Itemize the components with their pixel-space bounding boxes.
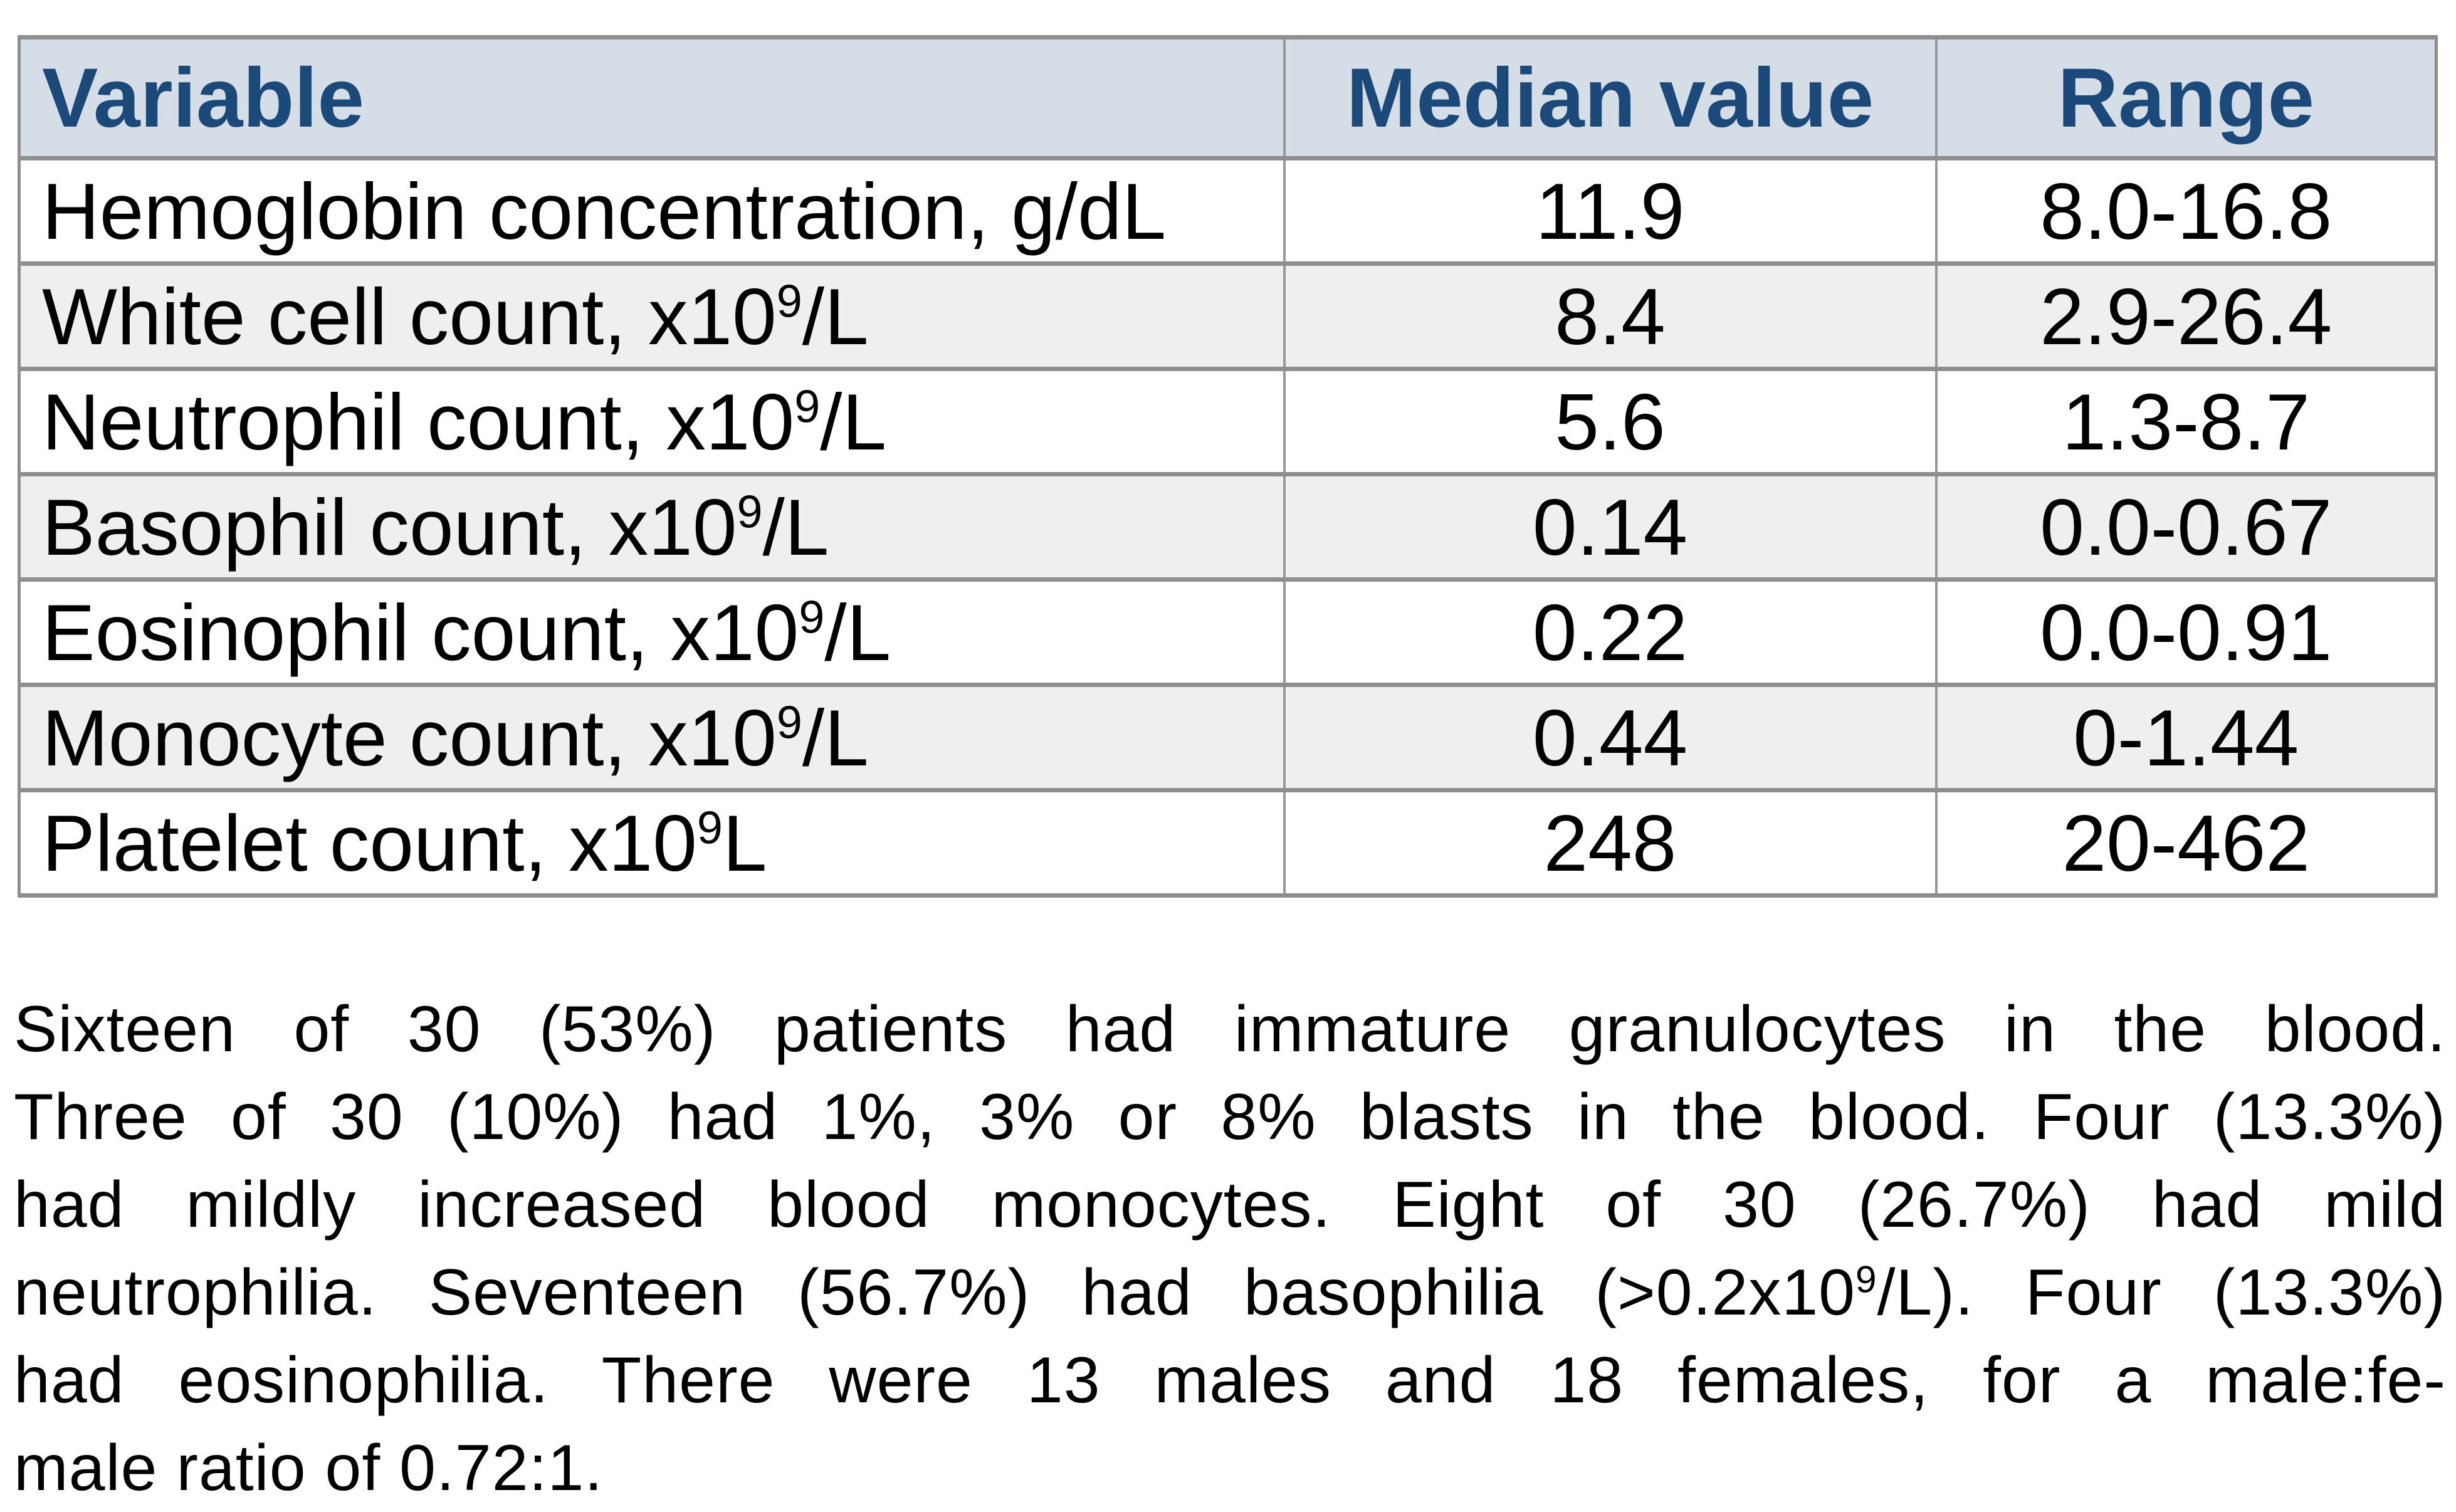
table-header-row: Variable Median value Range [18, 35, 2438, 160]
variable-label-unit: /L [802, 693, 869, 782]
variable-label: Basophil count, x10 [42, 482, 737, 572]
variable-label: Eosinophil count, x10 [42, 587, 799, 677]
paragraph-text: had mildly increased blood monocytes. Ei… [14, 1168, 2446, 1241]
table-row: Neutrophil count, x109/L 5.6 1.3-8.7 [18, 367, 2438, 476]
cell-range: 0-1.44 [1934, 683, 2438, 792]
cell-range: 20-462 [1934, 788, 2438, 898]
paragraph-line: neutrophilia. Seventeen (56.7%) had baso… [14, 1249, 2446, 1336]
superscript-9: 9 [696, 801, 723, 854]
superscript-9: 9 [776, 696, 802, 748]
cell-range: 1.3-8.7 [1934, 367, 2438, 476]
cell-range: 0.0-0.67 [1934, 472, 2438, 582]
table-row: Eosinophil count, x109/L 0.22 0.0-0.91 [18, 577, 2438, 687]
paragraph-text: /L). Four (13.3%) [1877, 1256, 2446, 1329]
cell-median: 0.44 [1283, 683, 1938, 792]
cell-variable: Hemoglobin concentration, g/dL [18, 156, 1286, 266]
paragraph-text: neutrophilia. Seventeen (56.7%) had baso… [14, 1256, 1856, 1329]
paragraph-text: male ratio of 0.72:1. [14, 1432, 604, 1504]
paragraph-text: Sixteen of 30 (53%) patients had immatur… [14, 993, 2446, 1066]
cell-variable: Neutrophil count, x109/L [18, 367, 1286, 476]
cell-range: 2.9-26.4 [1934, 261, 2438, 371]
paragraph-line: male ratio of 0.72:1. [14, 1424, 2446, 1512]
cell-median: 0.14 [1283, 472, 1938, 582]
cell-median: 11.9 [1283, 156, 1938, 266]
superscript-9: 9 [737, 485, 763, 538]
header-variable: Variable [18, 35, 1286, 160]
variable-label: Monocyte count, x10 [42, 693, 777, 782]
variable-label-unit: /L [820, 377, 887, 466]
cell-median: 8.4 [1283, 261, 1938, 371]
variable-label: Platelet count, x10 [42, 798, 697, 888]
variable-label: Neutrophil count, x10 [42, 377, 795, 466]
cell-variable: Eosinophil count, x109/L [18, 577, 1286, 687]
table-row: Monocyte count, x109/L 0.44 0-1.44 [18, 683, 2438, 792]
table-row: White cell count, x109/L 8.4 2.9-26.4 [18, 261, 2438, 371]
table-row: Platelet count, x109L 248 20-462 [18, 788, 2438, 898]
paragraph-text: Three of 30 (10%) had 1%, 3% or 8% blast… [14, 1081, 2446, 1153]
table-row: Hemoglobin concentration, g/dL 11.9 8.0-… [18, 156, 2438, 266]
paragraph-line: Three of 30 (10%) had 1%, 3% or 8% blast… [14, 1073, 2446, 1161]
header-range: Range [1934, 35, 2438, 160]
paragraph-text: had eosinophilia. There were 13 males an… [14, 1344, 2446, 1417]
cell-variable: Basophil count, x109/L [18, 472, 1286, 582]
variable-label-unit: /L [762, 482, 829, 572]
superscript-9: 9 [776, 275, 802, 327]
paragraph-superscript: 9 [1855, 1257, 1877, 1301]
variable-label: Hemoglobin concentration, g/dL [42, 166, 1167, 256]
table-row: Basophil count, x109/L 0.14 0.0-0.67 [18, 472, 2438, 582]
paragraph-line: had eosinophilia. There were 13 males an… [14, 1336, 2446, 1424]
superscript-9: 9 [799, 591, 825, 643]
variable-label-unit: /L [824, 587, 891, 677]
variable-label-unit: /L [802, 271, 869, 361]
paragraph-line: Sixteen of 30 (53%) patients had immatur… [14, 985, 2446, 1073]
superscript-9: 9 [794, 380, 821, 433]
cell-median: 248 [1283, 788, 1938, 898]
results-paragraph: Sixteen of 30 (53%) patients had immatur… [14, 985, 2446, 1512]
variable-label: White cell count, x10 [42, 271, 777, 361]
cell-range: 8.0-16.8 [1934, 156, 2438, 266]
cell-variable: Platelet count, x109L [18, 788, 1286, 898]
cell-range: 0.0-0.91 [1934, 577, 2438, 687]
blood-count-table: Variable Median value Range Hemoglobin c… [18, 35, 2438, 898]
cell-variable: Monocyte count, x109/L [18, 683, 1286, 792]
paragraph-line: had mildly increased blood monocytes. Ei… [14, 1161, 2446, 1249]
cell-variable: White cell count, x109/L [18, 261, 1286, 371]
cell-median: 5.6 [1283, 367, 1938, 476]
variable-label-unit: L [722, 798, 767, 888]
header-median-value: Median value [1283, 35, 1938, 160]
cell-median: 0.22 [1283, 577, 1938, 687]
